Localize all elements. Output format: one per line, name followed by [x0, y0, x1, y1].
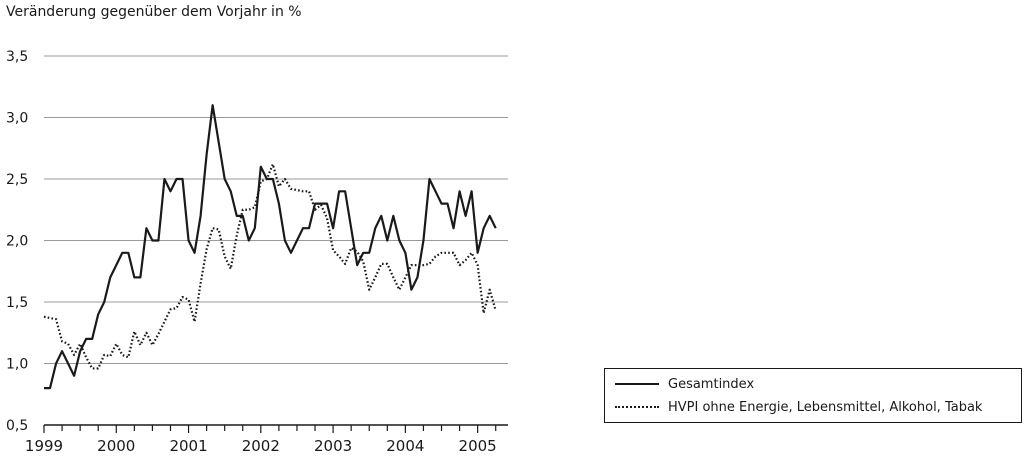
x-tick-label: 2005 — [459, 437, 497, 455]
series-line-hvpi — [43, 163, 497, 370]
y-tick-label: 1,0 — [6, 357, 28, 373]
grid-lines — [44, 55, 508, 364]
legend-label-gesamtindex: Gesamtindex — [668, 376, 755, 392]
x-axis: 1999 2000 2001 2002 2003 2004 2005 — [25, 424, 508, 455]
legend-swatch-dotted — [615, 406, 659, 408]
y-tick-label: 3,0 — [6, 111, 28, 127]
x-tick-label: 2004 — [386, 437, 424, 455]
legend-swatch-solid — [615, 383, 659, 385]
y-axis-label: Veränderung gegenüber dem Vorjahr in % — [6, 4, 302, 20]
x-tick-label: 2000 — [97, 437, 135, 455]
legend-label-hvpi: HVPI ohne Energie, Lebensmittel, Alkohol… — [668, 399, 983, 415]
y-axis-ticks: 0,5 1,0 1,5 2,0 2,5 3,0 3,5 — [6, 49, 28, 434]
legend-item-gesamtindex: Gesamtindex — [605, 375, 754, 393]
y-tick-label: 2,0 — [6, 234, 28, 250]
series-line-gesamtindex — [44, 104, 497, 390]
x-tick-label: 1999 — [25, 437, 63, 455]
legend: Gesamtindex HVPI ohne Energie, Lebensmit… — [604, 368, 1022, 423]
x-tick-label: 2002 — [242, 437, 280, 455]
series-lines — [43, 104, 497, 390]
x-tick-label: 2001 — [169, 437, 207, 455]
legend-item-hvpi: HVPI ohne Energie, Lebensmittel, Alkohol… — [605, 398, 982, 416]
y-tick-label: 3,5 — [6, 49, 28, 65]
y-tick-label: 1,5 — [6, 295, 28, 311]
x-tick-label: 2003 — [314, 437, 352, 455]
y-tick-label: 2,5 — [6, 172, 28, 188]
y-tick-label: 0,5 — [6, 418, 28, 434]
